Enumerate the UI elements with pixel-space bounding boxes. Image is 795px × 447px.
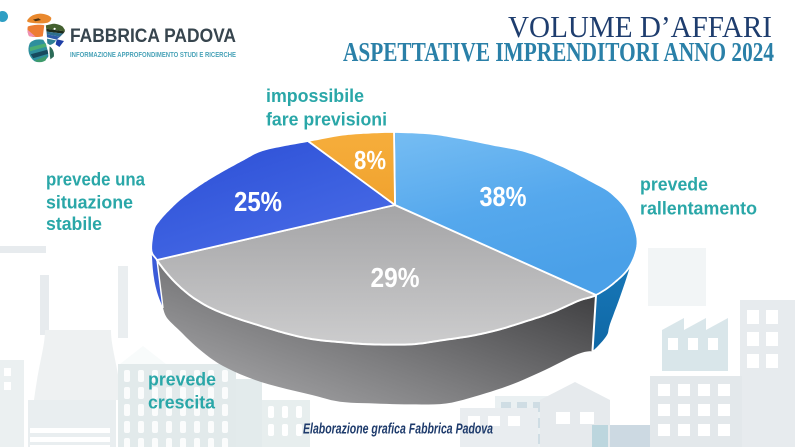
svg-text:8%: 8% [354, 145, 386, 175]
svg-text:38%: 38% [480, 181, 527, 212]
svg-text:FABBRICA PADOVA: FABBRICA PADOVA [70, 26, 236, 47]
svg-text:prevede una: prevede una [46, 170, 146, 190]
svg-text:prevede: prevede [640, 175, 708, 195]
svg-text:crescita: crescita [148, 393, 216, 413]
svg-text:VOLUME D’AFFARI: VOLUME D’AFFARI [508, 9, 772, 44]
svg-text:situazione: situazione [46, 193, 133, 213]
svg-text:29%: 29% [371, 262, 420, 293]
svg-text:Elaborazione grafica Fabbrica: Elaborazione grafica Fabbrica Padova [303, 421, 493, 438]
svg-text:stabile: stabile [46, 214, 102, 234]
svg-text:rallentamento: rallentamento [640, 199, 757, 219]
svg-text:fare previsioni: fare previsioni [266, 110, 387, 130]
svg-text:INFORMAZIONE APPROFONDIMENTO S: INFORMAZIONE APPROFONDIMENTO STUDI E RIC… [70, 52, 236, 59]
svg-text:impossibile: impossibile [266, 86, 364, 106]
svg-text:25%: 25% [234, 186, 282, 217]
svg-text:ASPETTATIVE IMPRENDITORI ANNO: ASPETTATIVE IMPRENDITORI ANNO 2024 [343, 37, 774, 67]
svg-text:prevede: prevede [148, 370, 216, 390]
